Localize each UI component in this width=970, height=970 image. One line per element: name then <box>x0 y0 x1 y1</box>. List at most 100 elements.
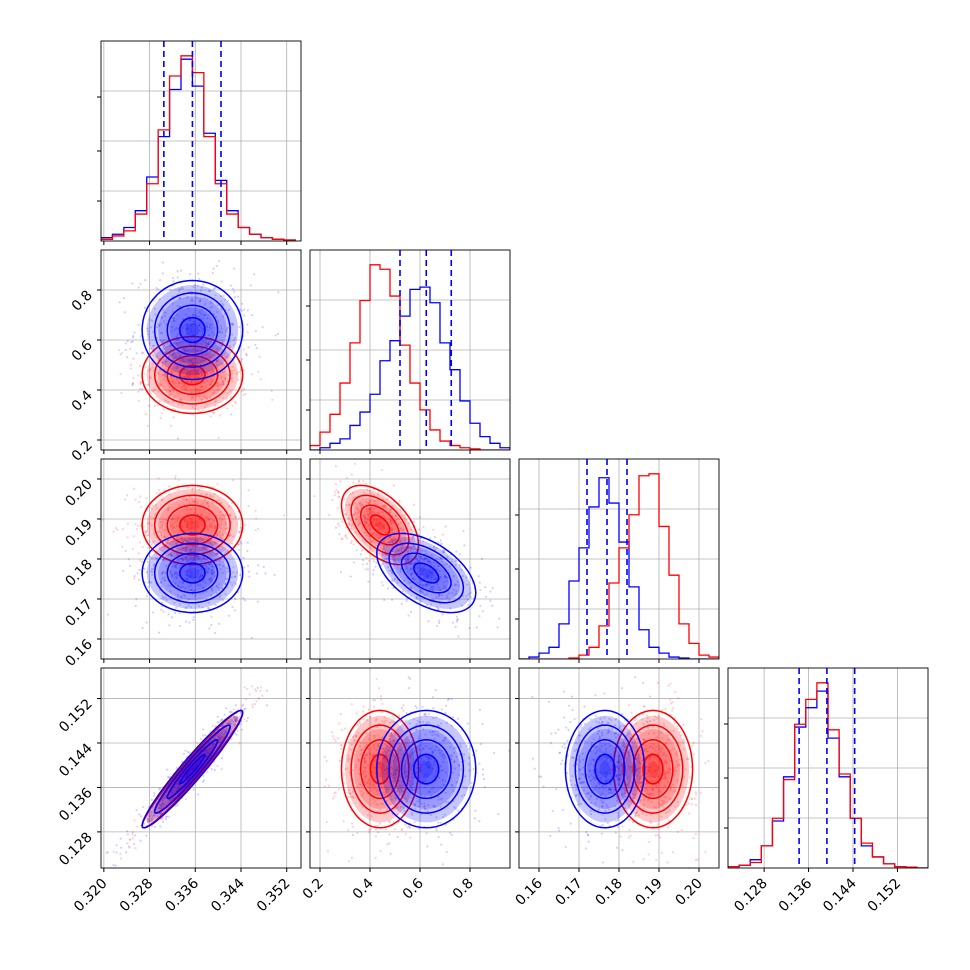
sample-point <box>178 290 181 293</box>
contour-line <box>376 709 477 829</box>
sample-point <box>176 563 179 566</box>
sample-point <box>428 747 431 750</box>
sample-point <box>184 324 187 327</box>
sample-point <box>217 735 221 739</box>
sample-point <box>231 322 234 325</box>
sample-point <box>443 585 446 588</box>
sample-point <box>373 747 376 750</box>
sample-point <box>204 494 207 497</box>
sample-point <box>162 558 165 561</box>
contour-line <box>179 562 206 584</box>
sample-point <box>132 842 136 846</box>
sample-point <box>215 316 218 319</box>
sample-point <box>366 488 369 491</box>
sample-point <box>155 507 158 510</box>
sample-point <box>212 519 215 522</box>
sample-point <box>198 759 201 763</box>
sample-point <box>120 392 123 395</box>
sample-point <box>182 525 186 529</box>
sample-point <box>410 740 413 743</box>
sample-point <box>400 527 403 530</box>
sample-point <box>417 804 421 808</box>
sample-point <box>554 731 557 735</box>
sample-point <box>218 531 221 534</box>
sample-point <box>426 773 429 776</box>
sample-point <box>403 749 406 752</box>
sample-point <box>453 760 456 763</box>
sample-point <box>371 532 374 535</box>
sample-point <box>375 748 378 751</box>
sample-point <box>144 530 147 533</box>
sample-point <box>178 581 181 584</box>
sample-point <box>382 540 385 543</box>
sample-point <box>421 747 425 750</box>
sample-point <box>194 357 198 360</box>
sample-point <box>608 787 611 791</box>
sample-point <box>188 371 191 374</box>
sample-point <box>354 512 357 515</box>
sample-point <box>206 372 209 376</box>
contours-blue <box>376 532 477 614</box>
sample-point <box>227 547 230 550</box>
sample-point <box>394 733 397 736</box>
sample-point <box>225 721 228 725</box>
sample-point <box>180 340 183 344</box>
sample-point <box>360 504 363 507</box>
sample-point <box>426 559 429 562</box>
sample-point <box>152 794 156 797</box>
sample-point <box>206 748 209 752</box>
sample-point <box>134 498 137 501</box>
sample-point <box>201 339 204 342</box>
sample-point <box>201 606 204 609</box>
sample-point <box>415 597 418 600</box>
density-level <box>146 340 239 410</box>
sample-point <box>159 331 162 334</box>
sample-point <box>164 518 168 521</box>
sample-point <box>678 758 682 761</box>
sample-point <box>140 815 143 818</box>
sample-point <box>352 561 356 564</box>
sample-point <box>203 381 206 384</box>
sample-point <box>413 578 416 581</box>
sample-point <box>199 584 202 587</box>
sample-point <box>197 517 201 520</box>
sample-point <box>615 717 619 720</box>
sample-point <box>385 765 388 768</box>
sample-point <box>223 352 226 355</box>
density-level <box>146 537 239 609</box>
sample-point <box>197 373 200 376</box>
sample-point <box>197 272 200 275</box>
sample-point <box>413 536 416 539</box>
sample-point <box>233 267 236 270</box>
sample-point <box>211 565 214 568</box>
sample-point <box>401 544 404 547</box>
sample-point <box>189 323 192 326</box>
sample-point <box>191 500 194 503</box>
sample-point <box>191 559 194 562</box>
sample-point <box>594 786 597 789</box>
sample-point <box>169 552 172 556</box>
sample-point <box>636 767 639 770</box>
sample-point <box>444 791 447 795</box>
sample-point <box>220 280 223 283</box>
sample-point <box>445 780 448 783</box>
sample-point <box>439 575 442 579</box>
sample-point <box>381 505 384 508</box>
sample-point <box>364 516 367 519</box>
sample-point <box>218 738 221 741</box>
sample-point <box>258 355 261 358</box>
sample-point <box>358 723 362 726</box>
sample-point <box>340 520 344 523</box>
sample-point <box>372 510 375 513</box>
sample-point <box>384 550 387 553</box>
sample-point <box>179 287 182 291</box>
sample-point <box>432 585 435 588</box>
sample-point <box>358 745 362 748</box>
sample-point <box>388 541 391 544</box>
sample-point <box>233 718 237 721</box>
sample-point <box>394 796 397 800</box>
sample-point <box>191 299 194 303</box>
sample-point <box>664 795 668 799</box>
sample-point <box>261 326 264 329</box>
sample-point <box>143 373 146 376</box>
